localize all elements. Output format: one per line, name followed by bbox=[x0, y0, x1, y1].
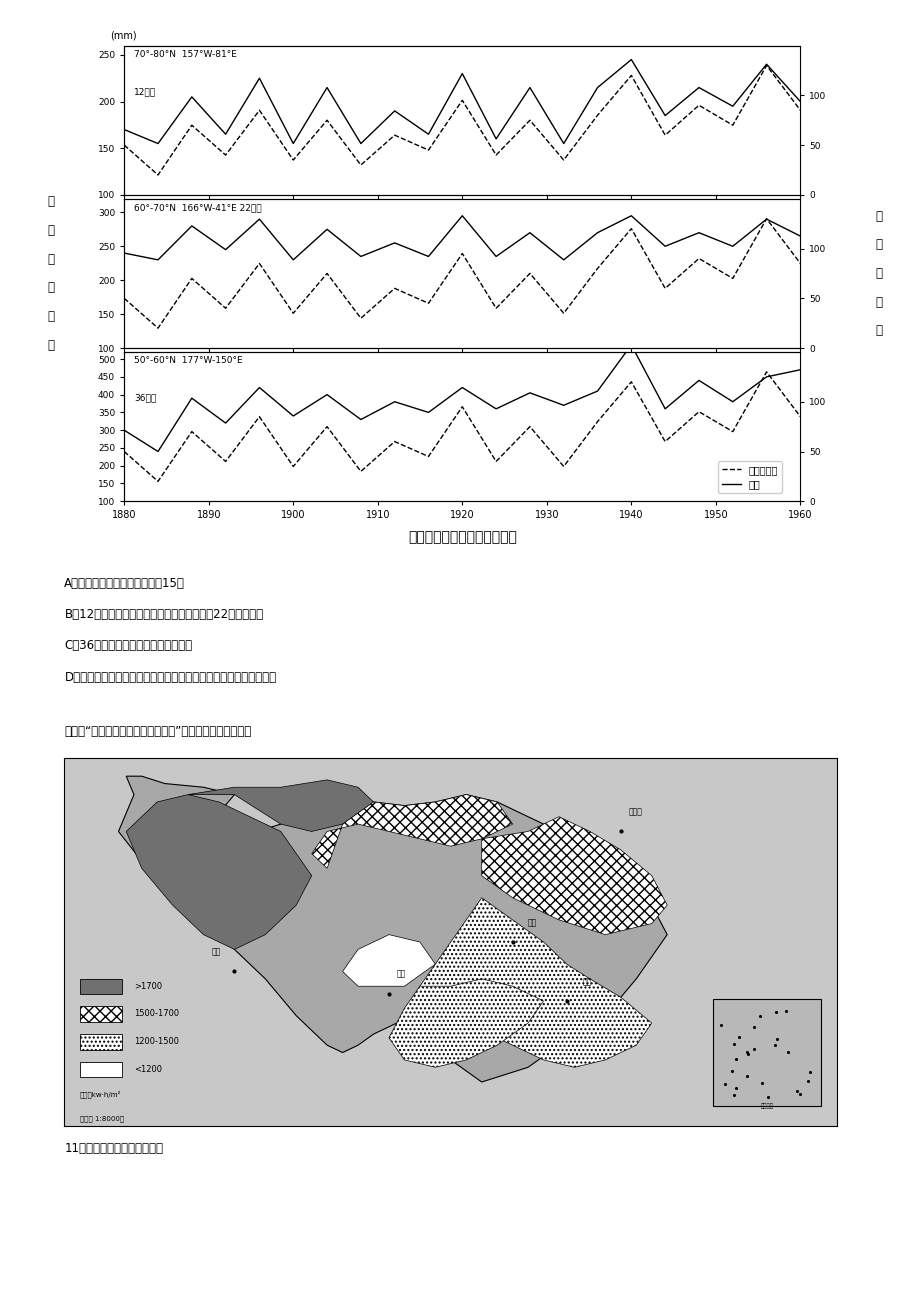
Bar bbox=[80, 1006, 122, 1022]
Text: <1200: <1200 bbox=[134, 1065, 162, 1074]
Text: 50°-60°N  177°W-150°E: 50°-60°N 177°W-150°E bbox=[134, 357, 243, 366]
Polygon shape bbox=[342, 935, 435, 986]
Point bbox=[767, 1003, 782, 1023]
Polygon shape bbox=[119, 776, 666, 1082]
Text: 平: 平 bbox=[47, 224, 54, 237]
Text: 量: 量 bbox=[47, 339, 54, 352]
Point bbox=[740, 1044, 754, 1065]
Legend: 太阳黑子数, 降水: 太阳黑子数, 降水 bbox=[717, 461, 781, 493]
Point bbox=[789, 1081, 803, 1101]
Point bbox=[768, 1029, 783, 1049]
Point bbox=[760, 1086, 775, 1107]
Text: 子: 子 bbox=[874, 238, 881, 251]
Bar bbox=[80, 1034, 122, 1049]
Text: 相: 相 bbox=[874, 267, 881, 280]
Text: 哈尔滨: 哈尔滨 bbox=[628, 807, 641, 816]
Point bbox=[739, 1042, 754, 1062]
Text: D．三地观测结果表明，地球上年降水量多少决定了太阳黑子的数量: D．三地观测结果表明，地球上年降水量多少决定了太阳黑子的数量 bbox=[64, 671, 277, 684]
Text: (mm): (mm) bbox=[110, 30, 137, 40]
Text: 比例尺 1:8000万: 比例尺 1:8000万 bbox=[80, 1116, 124, 1122]
Point bbox=[726, 1085, 741, 1105]
Text: 年: 年 bbox=[47, 195, 54, 208]
Text: C．36测站太阳黑子数与年降水量无关: C．36测站太阳黑子数与年降水量无关 bbox=[64, 639, 192, 652]
Text: 均: 均 bbox=[47, 253, 54, 266]
Polygon shape bbox=[419, 898, 651, 1068]
Text: 上海: 上海 bbox=[582, 978, 591, 986]
Text: 南海诸岛: 南海诸岛 bbox=[760, 1104, 773, 1109]
Point bbox=[726, 1034, 741, 1055]
Text: 对: 对 bbox=[874, 296, 881, 309]
Text: B．12测站太阳黑子数与年降水量成正相关，22测站则相反: B．12测站太阳黑子数与年降水量成正相关，22测站则相反 bbox=[64, 608, 263, 621]
Text: 水: 水 bbox=[47, 310, 54, 323]
Point bbox=[728, 1049, 743, 1070]
Text: 降: 降 bbox=[47, 281, 54, 294]
Text: 11．图中太阳年辐射总量分布: 11．图中太阳年辐射总量分布 bbox=[64, 1142, 164, 1155]
Point bbox=[752, 1005, 766, 1026]
Bar bbox=[80, 979, 122, 995]
Text: 济南: 济南 bbox=[528, 918, 537, 927]
Text: 重庆: 重庆 bbox=[396, 970, 405, 979]
Text: 太阳黑子与年降水量的相关性: 太阳黑子与年降水量的相关性 bbox=[407, 530, 516, 544]
Polygon shape bbox=[389, 979, 543, 1068]
Text: >1700: >1700 bbox=[134, 982, 162, 991]
Text: 60°-70°N  166°W-41°E 22测站: 60°-70°N 166°W-41°E 22测站 bbox=[134, 203, 262, 212]
Point bbox=[767, 1035, 782, 1056]
Point bbox=[800, 1072, 814, 1092]
Point bbox=[777, 1000, 792, 1021]
Point bbox=[717, 1074, 732, 1095]
Text: 12测站: 12测站 bbox=[134, 87, 156, 96]
Polygon shape bbox=[482, 816, 666, 935]
Point bbox=[779, 1042, 794, 1062]
Text: 下图为“我国太阳年辐射总量分布图”。读图完成下列各题。: 下图为“我国太阳年辐射总量分布图”。读图完成下列各题。 bbox=[64, 725, 252, 738]
Point bbox=[754, 1073, 768, 1094]
Point bbox=[729, 1078, 743, 1099]
Point bbox=[745, 1039, 760, 1060]
Text: A．太阳黑子的变化周期大约为15年: A．太阳黑子的变化周期大约为15年 bbox=[64, 577, 185, 590]
Text: 拉萨: 拉萨 bbox=[211, 948, 221, 957]
Point bbox=[713, 1016, 728, 1036]
Text: 黑: 黑 bbox=[874, 210, 881, 223]
Point bbox=[724, 1061, 739, 1082]
Point bbox=[731, 1026, 745, 1047]
Point bbox=[746, 1017, 761, 1038]
Point bbox=[792, 1083, 807, 1104]
Polygon shape bbox=[312, 794, 512, 868]
Text: 36测站: 36测站 bbox=[134, 393, 156, 402]
Text: 1500-1700: 1500-1700 bbox=[134, 1009, 179, 1018]
Text: 70°-80°N  157°W-81°E: 70°-80°N 157°W-81°E bbox=[134, 49, 237, 59]
Bar bbox=[80, 1061, 122, 1077]
Text: 单位：kw·h/m²: 单位：kw·h/m² bbox=[80, 1091, 121, 1099]
Point bbox=[738, 1065, 753, 1086]
Polygon shape bbox=[126, 794, 312, 949]
Point bbox=[801, 1061, 816, 1082]
Text: 1200-1500: 1200-1500 bbox=[134, 1036, 179, 1046]
Polygon shape bbox=[187, 780, 373, 832]
Text: 数: 数 bbox=[874, 324, 881, 337]
